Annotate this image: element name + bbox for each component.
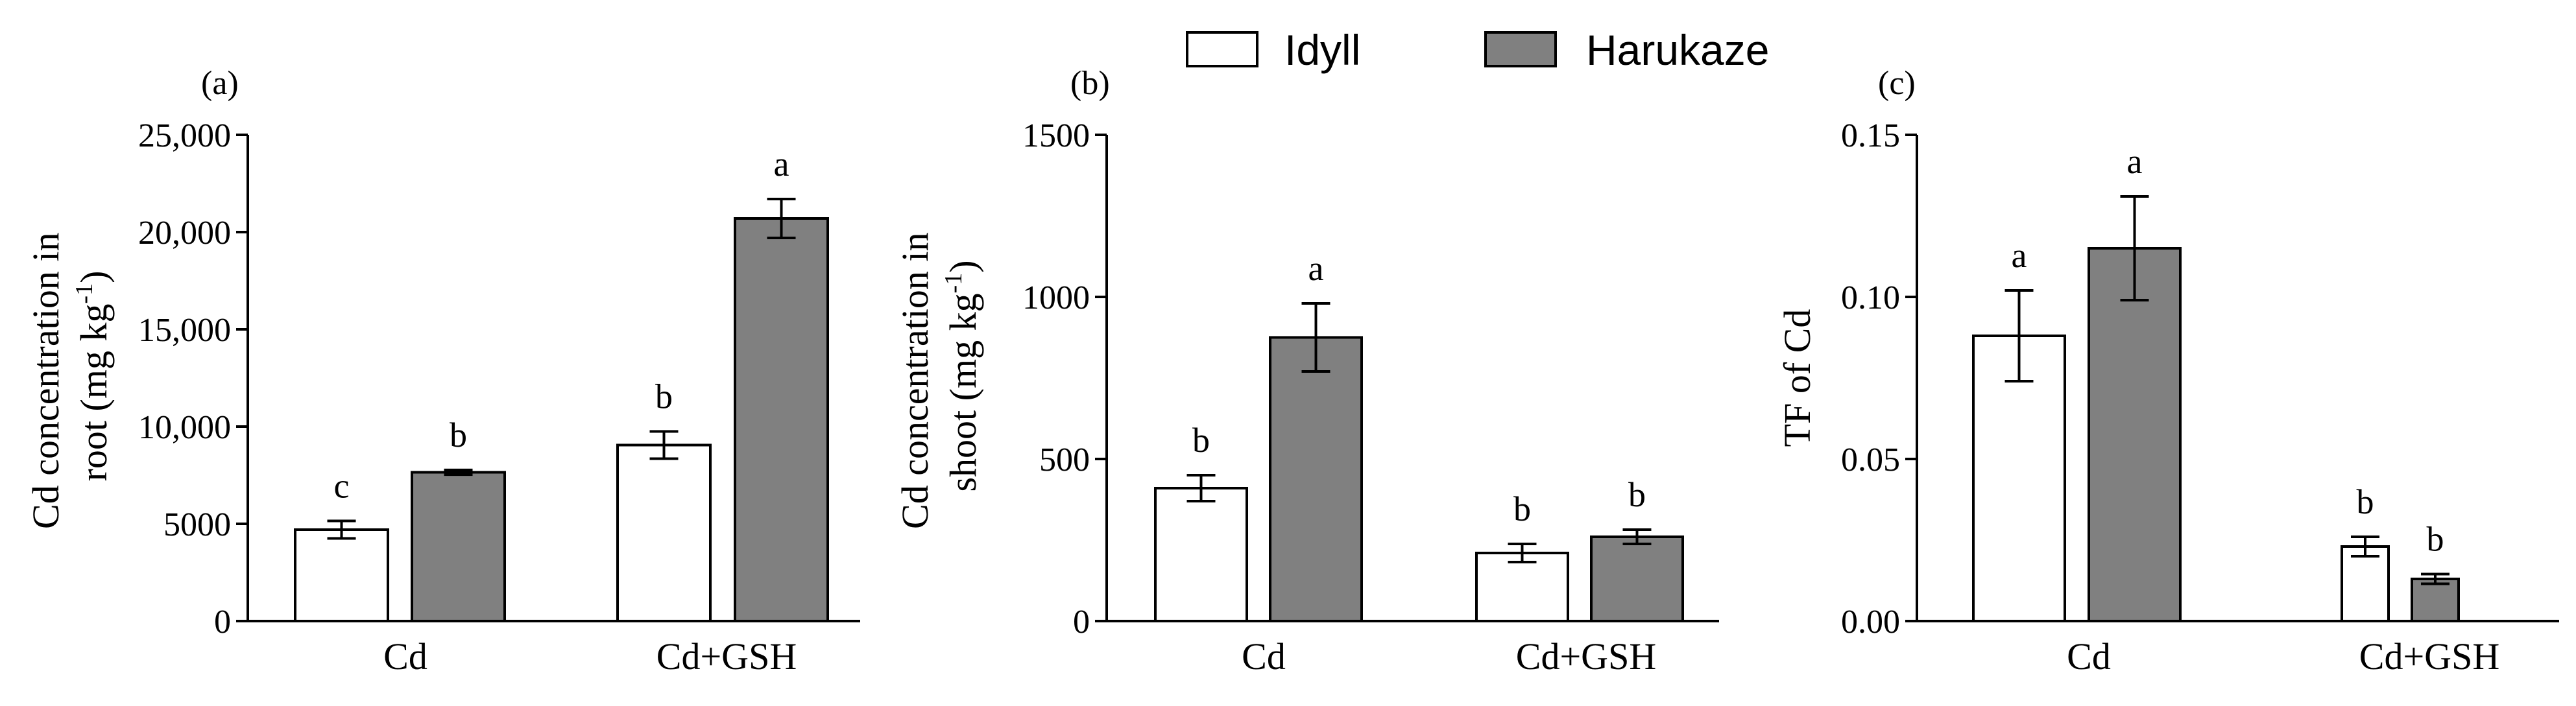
bar-a-harukaze-cd	[411, 471, 506, 622]
bar-c-harukaze-cd	[2088, 247, 2182, 622]
y-tick-label-a-3: 15,000	[138, 312, 231, 349]
x-tick-label-c-cd: Cd	[2067, 635, 2111, 677]
x-tick-label-c-cdgsh: Cd+GSH	[2359, 635, 2499, 677]
significance-letter-b-idyll-cd: b	[1192, 421, 1210, 460]
significance-letter-a-harukaze-cdgsh: a	[774, 145, 789, 183]
significance-letter-a-idyll-cd: c	[334, 467, 350, 506]
significance-letter-c-harukaze-cdgsh: b	[2427, 520, 2444, 559]
legend-swatch-idyll	[1186, 31, 1258, 67]
legend-label-harukaze: Harukaze	[1586, 26, 1769, 74]
x-tick-label-a-cd: Cd	[383, 635, 427, 677]
significance-letter-c-harukaze-cd: a	[2127, 142, 2143, 181]
y-tick-label-c-3: 0.15	[1841, 117, 1900, 154]
y-tick-label-b-1: 500	[1039, 441, 1090, 478]
y-tick-label-a-2: 10,000	[138, 409, 231, 446]
y-tick-label-c-0: 0.00	[1841, 604, 1900, 641]
ylabel-a-line1: Cd concentration in	[25, 233, 67, 529]
bar-a-idyll-cdgsh	[616, 443, 712, 622]
legend-swatch-harukaze	[1484, 31, 1557, 67]
legend-label-idyll: Idyll	[1284, 26, 1360, 74]
y-tick-label-c-2: 0.10	[1841, 279, 1900, 316]
panel-label-a: (a)	[201, 65, 239, 102]
y-tick-label-a-1: 5000	[163, 506, 231, 543]
significance-letter-a-idyll-cdgsh: b	[655, 377, 673, 416]
significance-letter-b-harukaze-cd: a	[1308, 249, 1324, 288]
ylabel-b: Cd concentration in shoot (mg kg-1)	[894, 223, 984, 529]
bar-a-harukaze-cdgsh	[734, 217, 829, 622]
y-tick-label-b-3: 1500	[1022, 117, 1090, 154]
y-tick-label-a-0: 0	[214, 604, 231, 641]
ylabel-c: TF of Cd	[1776, 309, 1818, 447]
significance-letter-c-idyll-cd: a	[2012, 236, 2027, 275]
bar-b-harukaze-cdgsh	[1590, 535, 1684, 622]
bar-c-idyll-cdgsh	[2341, 545, 2390, 622]
x-tick-label-b-cd: Cd	[1242, 635, 1286, 677]
bar-b-harukaze-cd	[1269, 336, 1363, 622]
ylabel-b-exp: -1	[940, 273, 967, 294]
ylabel-a-line2: root	[73, 421, 115, 481]
x-tick-label-b-cdgsh: Cd+GSH	[1516, 635, 1656, 677]
legend: Idyll Harukaze	[1186, 26, 1769, 74]
panel-label-c: (c)	[1878, 65, 1916, 102]
y-tick-label-c-1: 0.05	[1841, 441, 1900, 478]
panel-c: (c) TF of Cd 0.00 0.05 0.10 0.15 a a b b Cd Cd…	[1776, 65, 2559, 677]
ylabel-b-line1: Cd concentration in	[894, 233, 936, 529]
bar-b-idyll-cd	[1154, 487, 1248, 622]
bar-b-idyll-cdgsh	[1475, 552, 1569, 622]
bar-a-idyll-cd	[294, 528, 389, 622]
y-tick-label-a-4: 20,000	[138, 215, 231, 252]
y-tick-label-a-5: 25,000	[138, 117, 231, 154]
y-tick-label-b-2: 1000	[1022, 279, 1090, 316]
significance-letter-b-harukaze-cdgsh: b	[1628, 475, 1646, 514]
significance-letter-a-harukaze-cd: b	[450, 416, 467, 454]
x-tick-label-a-cdgsh: Cd+GSH	[656, 635, 797, 677]
ylabel-a-exp: -1	[71, 283, 98, 304]
panel-b: (b) Cd concentration in shoot (mg kg-1) …	[894, 65, 1719, 677]
panel-label-b: (b)	[1070, 65, 1110, 102]
significance-letter-b-idyll-cdgsh: b	[1513, 489, 1531, 528]
panel-a: (a) Cd concentration in root (mg kg-1) 0…	[25, 65, 860, 677]
ylabel-a-unit: (mg kg	[73, 304, 115, 412]
significance-letter-c-idyll-cdgsh: b	[2357, 482, 2374, 521]
y-tick-label-b-0: 0	[1073, 604, 1090, 641]
ylabel-b-unit: (mg kg	[942, 293, 984, 401]
ylabel-a: Cd concentration in root (mg kg-1)	[25, 223, 115, 529]
bar-c-harukaze-cdgsh	[2411, 578, 2460, 622]
ylabel-b-line2: shoot	[942, 410, 984, 492]
